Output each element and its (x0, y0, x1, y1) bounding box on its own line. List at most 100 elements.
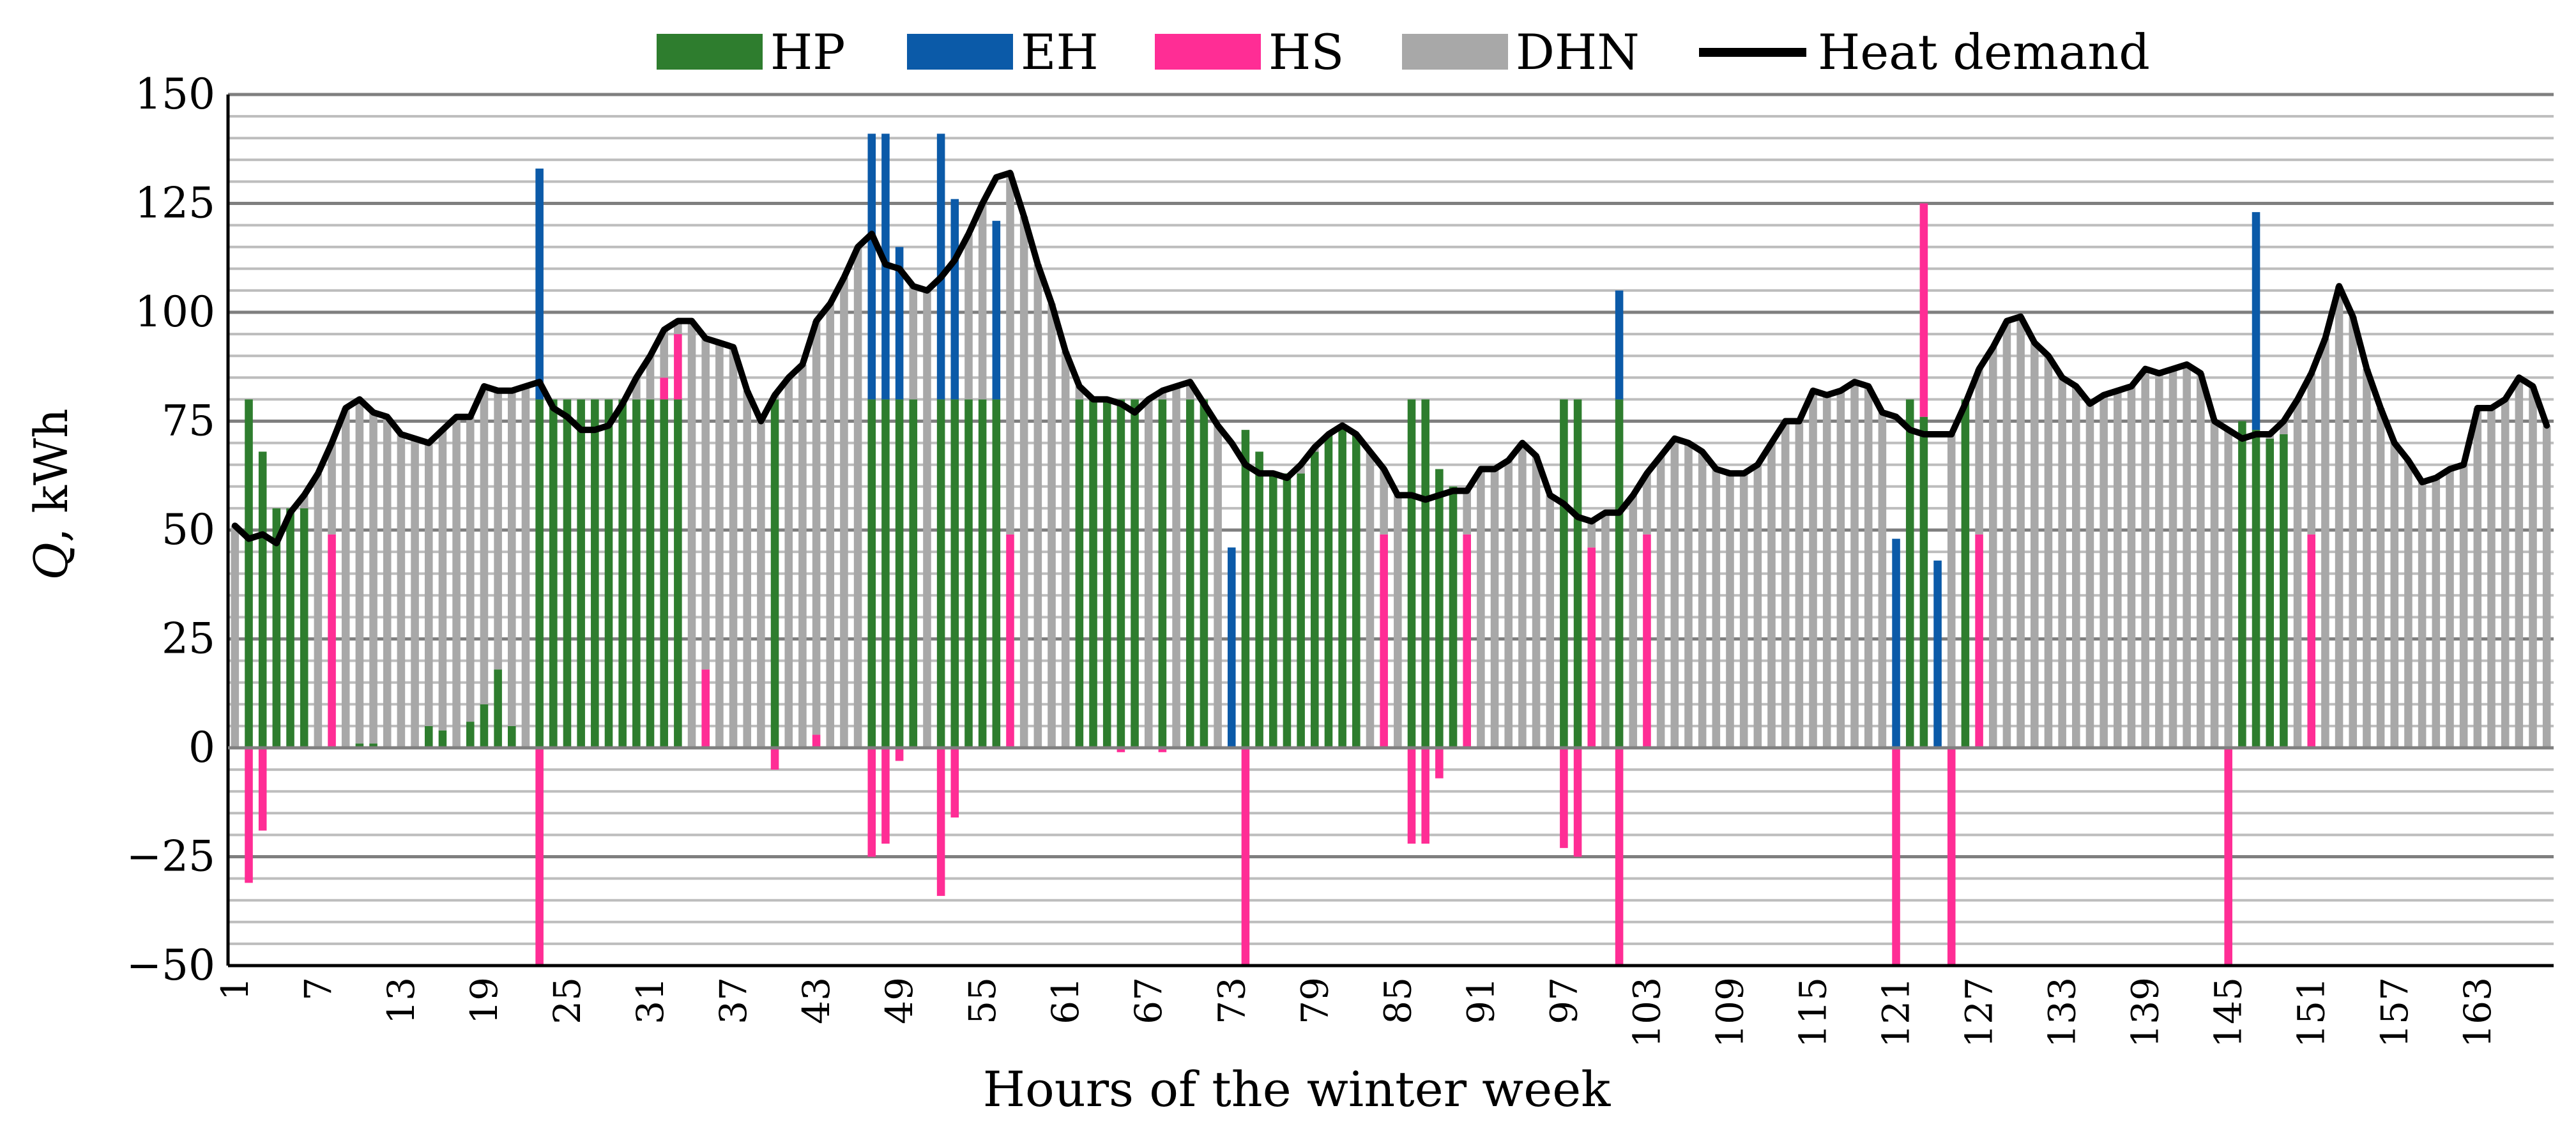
bar-hp (632, 399, 641, 748)
bar-hs (1241, 748, 1250, 966)
bar-hp (1573, 399, 1582, 748)
bar-eh (895, 247, 904, 400)
x-tick-label: 121 (1875, 977, 1918, 1048)
x-tick-label: 103 (1625, 977, 1668, 1048)
heat-demand-line (231, 169, 2550, 547)
bar-dhn (1684, 443, 1693, 748)
bar-dhn (784, 377, 793, 748)
y-axis-label: Q, kWh (24, 409, 78, 581)
bar-hp (1352, 434, 1360, 748)
bar-hs (1643, 534, 1651, 748)
bar-hp (895, 399, 904, 748)
bar-hs (1892, 748, 1900, 966)
bar-hp (1560, 399, 1568, 748)
bar-dhn (480, 386, 489, 704)
bar-dhn (964, 234, 973, 400)
x-tick-label: 67 (1127, 977, 1170, 1024)
bar-dhn (355, 399, 364, 744)
bar-dhn (978, 203, 987, 400)
bar-dhn (757, 421, 765, 748)
bar-hp (1283, 473, 1292, 748)
bar-dhn (840, 277, 848, 748)
bar-hs (895, 748, 904, 761)
bar-dhn (1656, 456, 1665, 748)
bar-dhn (2155, 373, 2163, 748)
bar-dhn (1504, 460, 1513, 748)
bar-dhn (1781, 421, 1790, 748)
y-tick-label: 150 (135, 70, 215, 119)
x-tick-label: 151 (2290, 977, 2333, 1048)
bar-dhn (2363, 368, 2371, 748)
bar-hp (245, 399, 253, 748)
bar-dhn (2072, 386, 2080, 748)
bar-dhn (1394, 495, 1402, 748)
legend: HP EH HS DHN Heat demand (657, 24, 2150, 80)
y-axis-label-var: Q (24, 542, 78, 580)
bar-hp (494, 669, 502, 748)
bar-hp (978, 399, 987, 748)
bar-dhn (1698, 452, 1707, 748)
bar-hs (2224, 748, 2232, 966)
bar-dhn (2127, 386, 2136, 748)
bar-dhn (1850, 382, 1859, 748)
bar-hp (2280, 434, 2288, 748)
bar-dhn (2183, 364, 2191, 748)
bar-hp (549, 399, 558, 748)
x-tick-label: 109 (1708, 977, 1751, 1048)
bar-hp (1200, 399, 1208, 748)
bar-hs (812, 734, 821, 748)
bar-dhn (1670, 438, 1679, 748)
bar-dhn (1048, 303, 1056, 748)
bar-hs (881, 748, 890, 844)
y-tick-label: 0 (188, 723, 215, 772)
bar-hp (1075, 399, 1084, 748)
bar-hp (508, 725, 516, 748)
bar-hp (1297, 473, 1305, 748)
bar-hs (1947, 748, 1956, 966)
bar-hs (1407, 748, 1416, 844)
bar-dhn (424, 443, 433, 726)
x-tick-label: 43 (795, 977, 838, 1024)
bar-hp (258, 452, 267, 748)
legend-swatch-hp (657, 34, 763, 70)
bar-hp (466, 722, 475, 748)
bar-dhn (452, 416, 461, 748)
y-tick-label: 25 (162, 614, 215, 664)
bar-hp (1615, 399, 1624, 748)
y-tick-label: 100 (135, 287, 215, 337)
legend-swatch-hs (1155, 34, 1261, 70)
bar-hp (1311, 452, 1319, 748)
legend-label-dhn: DHN (1516, 24, 1640, 80)
x-tick-label: 49 (878, 977, 921, 1024)
bar-dhn (2197, 373, 2205, 748)
bar-hs (1975, 534, 1983, 748)
bar-dhn (1629, 495, 1638, 748)
bar-dhn (2459, 464, 2468, 748)
bar-dhn (1019, 216, 1028, 748)
bar-dhn (2044, 356, 2053, 748)
bar-hp (300, 508, 309, 748)
bar-series (231, 133, 2551, 966)
bar-hp (936, 399, 945, 748)
bar-hs (1615, 748, 1624, 966)
bar-dhn (1864, 386, 1873, 748)
bar-eh (867, 133, 876, 400)
bar-dhn (2473, 408, 2482, 748)
bar-dhn (1490, 469, 1499, 748)
bar-hp (660, 399, 668, 748)
bar-dhn (1477, 469, 1485, 748)
bar-hs (1117, 748, 1125, 752)
bar-hp (563, 399, 572, 748)
bar-dhn (2542, 425, 2551, 748)
bar-hp (992, 399, 1001, 748)
bar-dhn (2529, 386, 2537, 748)
x-tick-label: 163 (2456, 977, 2499, 1048)
bar-hp (1089, 399, 1097, 748)
bar-dhn (494, 390, 502, 670)
bar-hs (1380, 534, 1388, 748)
x-tick-label: 7 (296, 977, 340, 1001)
x-tick-label: 139 (2124, 977, 2167, 1048)
x-tick-label: 145 (2207, 977, 2250, 1048)
x-tick-label: 115 (1792, 977, 1835, 1048)
bar-hp (1338, 425, 1346, 748)
